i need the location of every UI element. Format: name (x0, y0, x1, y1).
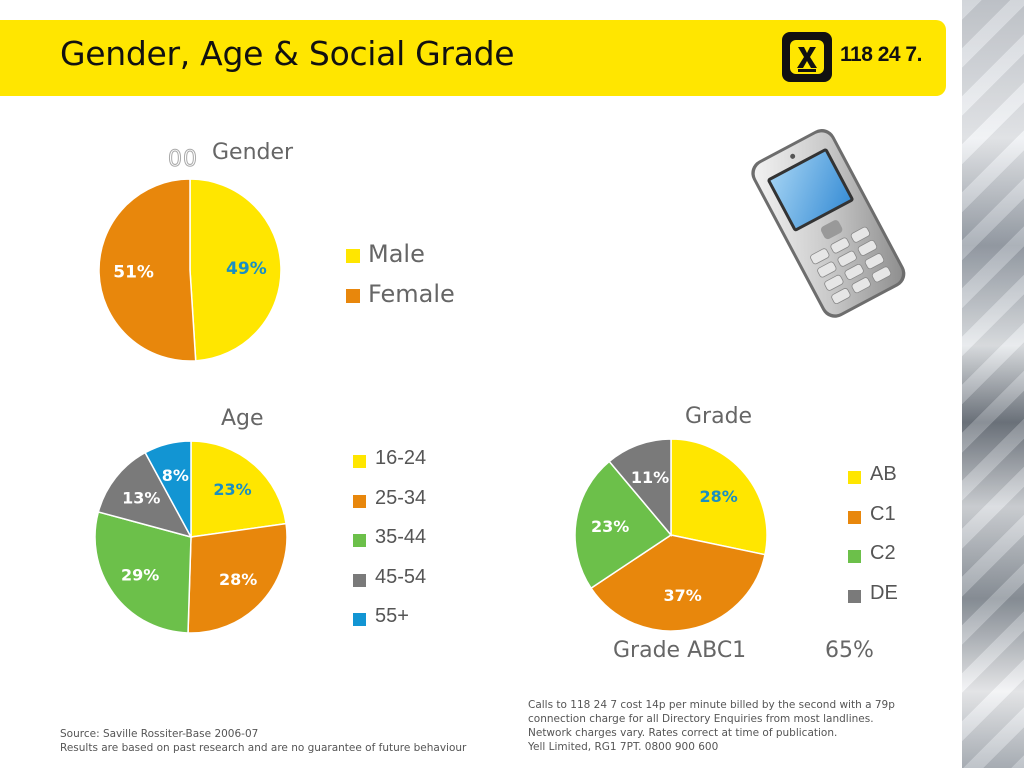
grade-slice-c2 (574, 460, 673, 590)
age-data-label: 13% (122, 488, 160, 507)
age-legend-label: 25-34 (375, 486, 427, 509)
grade-legend-label: AB (870, 463, 897, 485)
grade-summary-value: 65% (825, 638, 874, 663)
decorative-side-strip (962, 0, 1024, 768)
age-slice-35-44 (94, 510, 192, 634)
grade-summary: Grade ABC1 65% (613, 638, 874, 663)
gender-legend-label: Female (368, 280, 455, 308)
age-slice-45-54 (97, 451, 193, 539)
header-bar: Gender, Age & Social Grade 118 24 7. (0, 20, 946, 96)
118-247-logo-icon (782, 32, 832, 82)
mobile-phone-icon (751, 129, 906, 318)
grade-legend-label: C2 (870, 542, 896, 564)
grade-legend-swatch (848, 510, 861, 524)
grade-legend-swatch (848, 471, 861, 484)
legal-line-2: connection charge for all Directory Enqu… (528, 713, 874, 725)
gender-slice-male (189, 178, 282, 362)
age-legend-swatch (353, 534, 366, 547)
grade-legend-swatch (848, 550, 861, 563)
age-legend-label: 55+ (375, 605, 409, 627)
gender-legend-label: Male (368, 240, 425, 268)
grade-data-label: 23% (591, 517, 629, 536)
age-legend-swatch (353, 455, 366, 468)
age-pie-chart: 23% 28% 29% 13%8% (94, 440, 288, 634)
age-slice-55- (144, 440, 192, 538)
gender-data-label: 49% (226, 259, 267, 279)
source-footnote: Source: Saville Rossiter-Base 2006-07 Re… (60, 727, 466, 755)
legal-line-3: Network charges vary. Rates correct at t… (528, 727, 838, 739)
page-title: Gender, Age & Social Grade (60, 34, 515, 73)
grade-legend-label: DE (870, 581, 898, 604)
age-chart-title: Age (221, 406, 264, 431)
legal-line-4: Yell Limited, RG1 7PT. 0800 900 600 (528, 741, 719, 753)
source-line-1: Source: Saville Rossiter-Base 2006-07 (60, 728, 259, 740)
gender-slice-female (98, 178, 197, 362)
grade-legend-label: C1 (870, 502, 896, 525)
grade-data-label: 37% (663, 586, 701, 605)
gender-data-label: 51% (113, 263, 154, 283)
grade-summary-label: Grade ABC1 (613, 638, 747, 663)
age-legend-label: 45-54 (375, 565, 427, 588)
grade-data-label: 11% (631, 468, 669, 487)
age-data-label: 29% (121, 565, 159, 584)
gender-chart-title: Gender (212, 140, 294, 165)
age-slice-25-34 (187, 522, 288, 634)
logo-text: 118 24 7. (840, 43, 922, 66)
age-legend-swatch (353, 494, 366, 508)
age-data-label: 23% (213, 480, 251, 499)
grade-chart-title: Grade (685, 404, 753, 429)
grade-pie-chart: 28% 37% 23% 11% (574, 438, 768, 632)
legal-footnote: Calls to 118 24 7 cost 14p per minute bi… (528, 698, 895, 754)
source-line-2: Results are based on past research and a… (60, 742, 467, 754)
age-legend-label: 35-44 (375, 526, 427, 548)
age-legend-label: 16-24 (375, 447, 427, 469)
age-legend-swatch (353, 573, 366, 587)
gender-legend-swatch (346, 289, 360, 303)
age-legend-swatch (353, 613, 366, 626)
age-slice-16-24 (190, 440, 287, 538)
age-data-label: 28% (219, 570, 257, 589)
gender-legend-swatch (346, 249, 360, 263)
legal-line-1: Calls to 118 24 7 cost 14p per minute bi… (528, 699, 895, 711)
gender-pie-chart: 49% 51% (98, 178, 282, 362)
brand-logo: 118 24 7. (782, 32, 924, 84)
grade-slice-ab (670, 438, 768, 556)
grade-slice-c1 (590, 534, 766, 632)
grade-slice-de (608, 438, 672, 538)
ghost-text: 00 (168, 147, 198, 173)
age-data-label: 8% (162, 466, 189, 485)
grade-legend-swatch (848, 589, 861, 603)
grade-data-label: 28% (700, 487, 738, 506)
